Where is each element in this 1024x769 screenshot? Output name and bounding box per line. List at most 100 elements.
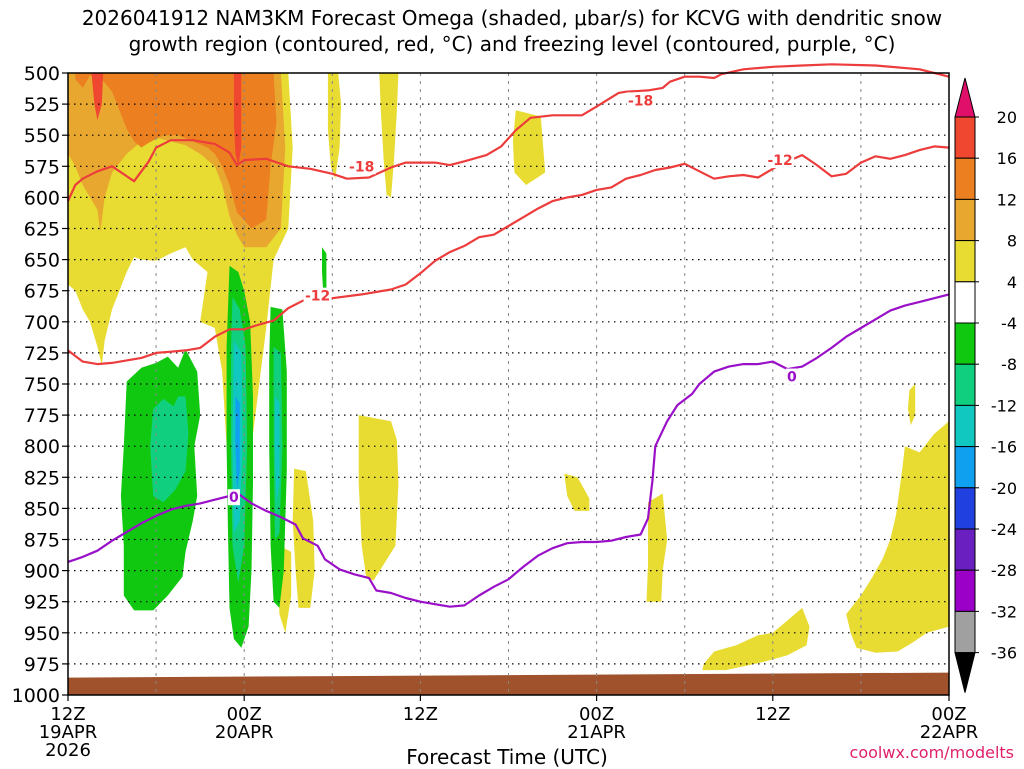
contour-label-bg: [626, 92, 655, 109]
contour-label: -12: [767, 153, 792, 169]
chart-title-line2: growth region (contoured, red, °C) and f…: [128, 32, 896, 56]
colorbar-segment: [954, 281, 976, 324]
colorbar-top-arrow: [954, 77, 976, 118]
colorbar-label: -28: [991, 561, 1017, 580]
colorbar-label: -16: [991, 438, 1017, 457]
omega-area-21: [235, 396, 240, 490]
colorbar-label: 16: [997, 149, 1017, 168]
y-tick-label: 625: [24, 219, 60, 241]
y-tick-label: 675: [24, 281, 60, 303]
contour-line-1: [67, 145, 950, 366]
contour-label-bg: [785, 368, 798, 385]
x-tick-label: 12Z: [403, 704, 438, 725]
y-tick-label: 975: [24, 654, 60, 676]
contour-line-0: [66, 63, 950, 202]
y-tick-label: 950: [24, 623, 60, 645]
omega-area-17: [150, 396, 189, 503]
omega-area-12: [646, 493, 668, 602]
colorbar-segment: [954, 569, 976, 612]
colorbar-segment: [954, 404, 976, 448]
y-tick-label: 900: [24, 561, 60, 583]
omega-area-5: [327, 73, 342, 179]
y-tick-label: 800: [24, 436, 60, 458]
colorbar-label: -32: [991, 602, 1017, 621]
y-tick-label: 500: [24, 63, 60, 85]
colorbar-label: -36: [991, 644, 1017, 663]
colorbar-segment: [954, 198, 976, 242]
x-tick-date: 20APR: [215, 722, 274, 743]
omega-area-15: [907, 384, 916, 426]
x-tick-label: 00Z: [931, 704, 966, 725]
y-tick-label: 525: [24, 94, 60, 116]
omega-area-13: [702, 607, 810, 671]
x-tick-date: 22APR: [920, 722, 979, 743]
contour-label-bg: [227, 489, 240, 506]
colorbar: 20 16 12 8 4 -4 -8 -12 -16 -20 -24 -28 -32 -36: [954, 77, 1017, 693]
contour-label-bg: [766, 152, 795, 169]
colorbar-segment: [954, 322, 976, 365]
y-tick-label: 1000: [12, 685, 60, 707]
x-tick-date: 19APR: [39, 722, 98, 743]
colorbar-segment: [954, 157, 976, 200]
colorbar-label: -20: [991, 479, 1017, 498]
colorbar-label: -8: [1001, 355, 1017, 374]
x-tick-label: 00Z: [579, 704, 614, 725]
y-tick-label: 575: [24, 156, 60, 178]
colorbar-bottom-arrow: [954, 652, 976, 693]
contour-label: 0: [229, 490, 239, 506]
colorbar-segment: [954, 610, 976, 654]
omega-area-11: [564, 473, 590, 511]
colorbar-label: 12: [997, 190, 1017, 209]
contour-label: -12: [305, 289, 330, 305]
x-tick-year: 2026: [45, 740, 91, 761]
omega-area-6: [379, 73, 399, 198]
omega-area-14: [846, 421, 949, 653]
contour-labels: -18 -18 -12 -12 0 0: [227, 92, 798, 506]
y-tick-label: 600: [24, 187, 60, 209]
y-tick-label: 875: [24, 530, 60, 552]
colorbar-segment: [954, 446, 976, 489]
y-tick-label: 825: [24, 467, 60, 489]
x-tick-label: 12Z: [755, 704, 790, 725]
y-tick-label: 650: [24, 250, 60, 272]
contour-label: 0: [787, 370, 797, 386]
chart-title-line1: 2026041912 NAM3KM Forecast Omega (shaded…: [81, 6, 943, 30]
y-tick-label: 775: [24, 405, 60, 427]
y-tick-label: 850: [24, 498, 60, 520]
x-tick-label: 12Z: [50, 704, 85, 725]
colorbar-label: -12: [991, 396, 1017, 415]
omega-area-24: [275, 396, 280, 503]
x-tick-label: 00Z: [227, 704, 262, 725]
colorbar-segment: [954, 487, 976, 530]
y-tick-label: 550: [24, 125, 60, 147]
contour-label-bg: [347, 158, 376, 175]
colorbar-segment: [954, 240, 976, 283]
colorbar-segment: [954, 363, 976, 406]
omega-area-25: [322, 247, 327, 297]
omega-area-4: [233, 73, 242, 167]
omega-area-2: [75, 73, 277, 229]
contour-label: -18: [628, 93, 653, 109]
y-axis: 500 525 550 575 600 625 650 675 700 725 750 775 800 8…: [12, 63, 68, 707]
omega-area-10: [512, 110, 546, 185]
y-tick-label: 725: [24, 343, 60, 365]
contour-label: -18: [349, 159, 374, 175]
colorbar-label: 4: [1007, 273, 1017, 292]
omega-area-7: [358, 415, 399, 581]
credit-link[interactable]: coolwx.com/modelts: [849, 743, 1014, 762]
y-tick-label: 925: [24, 592, 60, 614]
colorbar-segment: [954, 116, 976, 159]
omega-area-3: [91, 73, 104, 121]
colorbar-label: 8: [1007, 232, 1017, 251]
colorbar-segment: [954, 528, 976, 571]
y-tick-label: 700: [24, 312, 60, 334]
contour-label-bg: [303, 287, 332, 304]
y-tick-label: 750: [24, 374, 60, 396]
colorbar-label: -4: [1001, 314, 1017, 333]
colorbar-label: -24: [991, 520, 1017, 539]
x-tick-date: 21APR: [567, 722, 626, 743]
x-axis-label: Forecast Time (UTC): [406, 745, 608, 769]
colorbar-label: 20: [997, 108, 1017, 127]
